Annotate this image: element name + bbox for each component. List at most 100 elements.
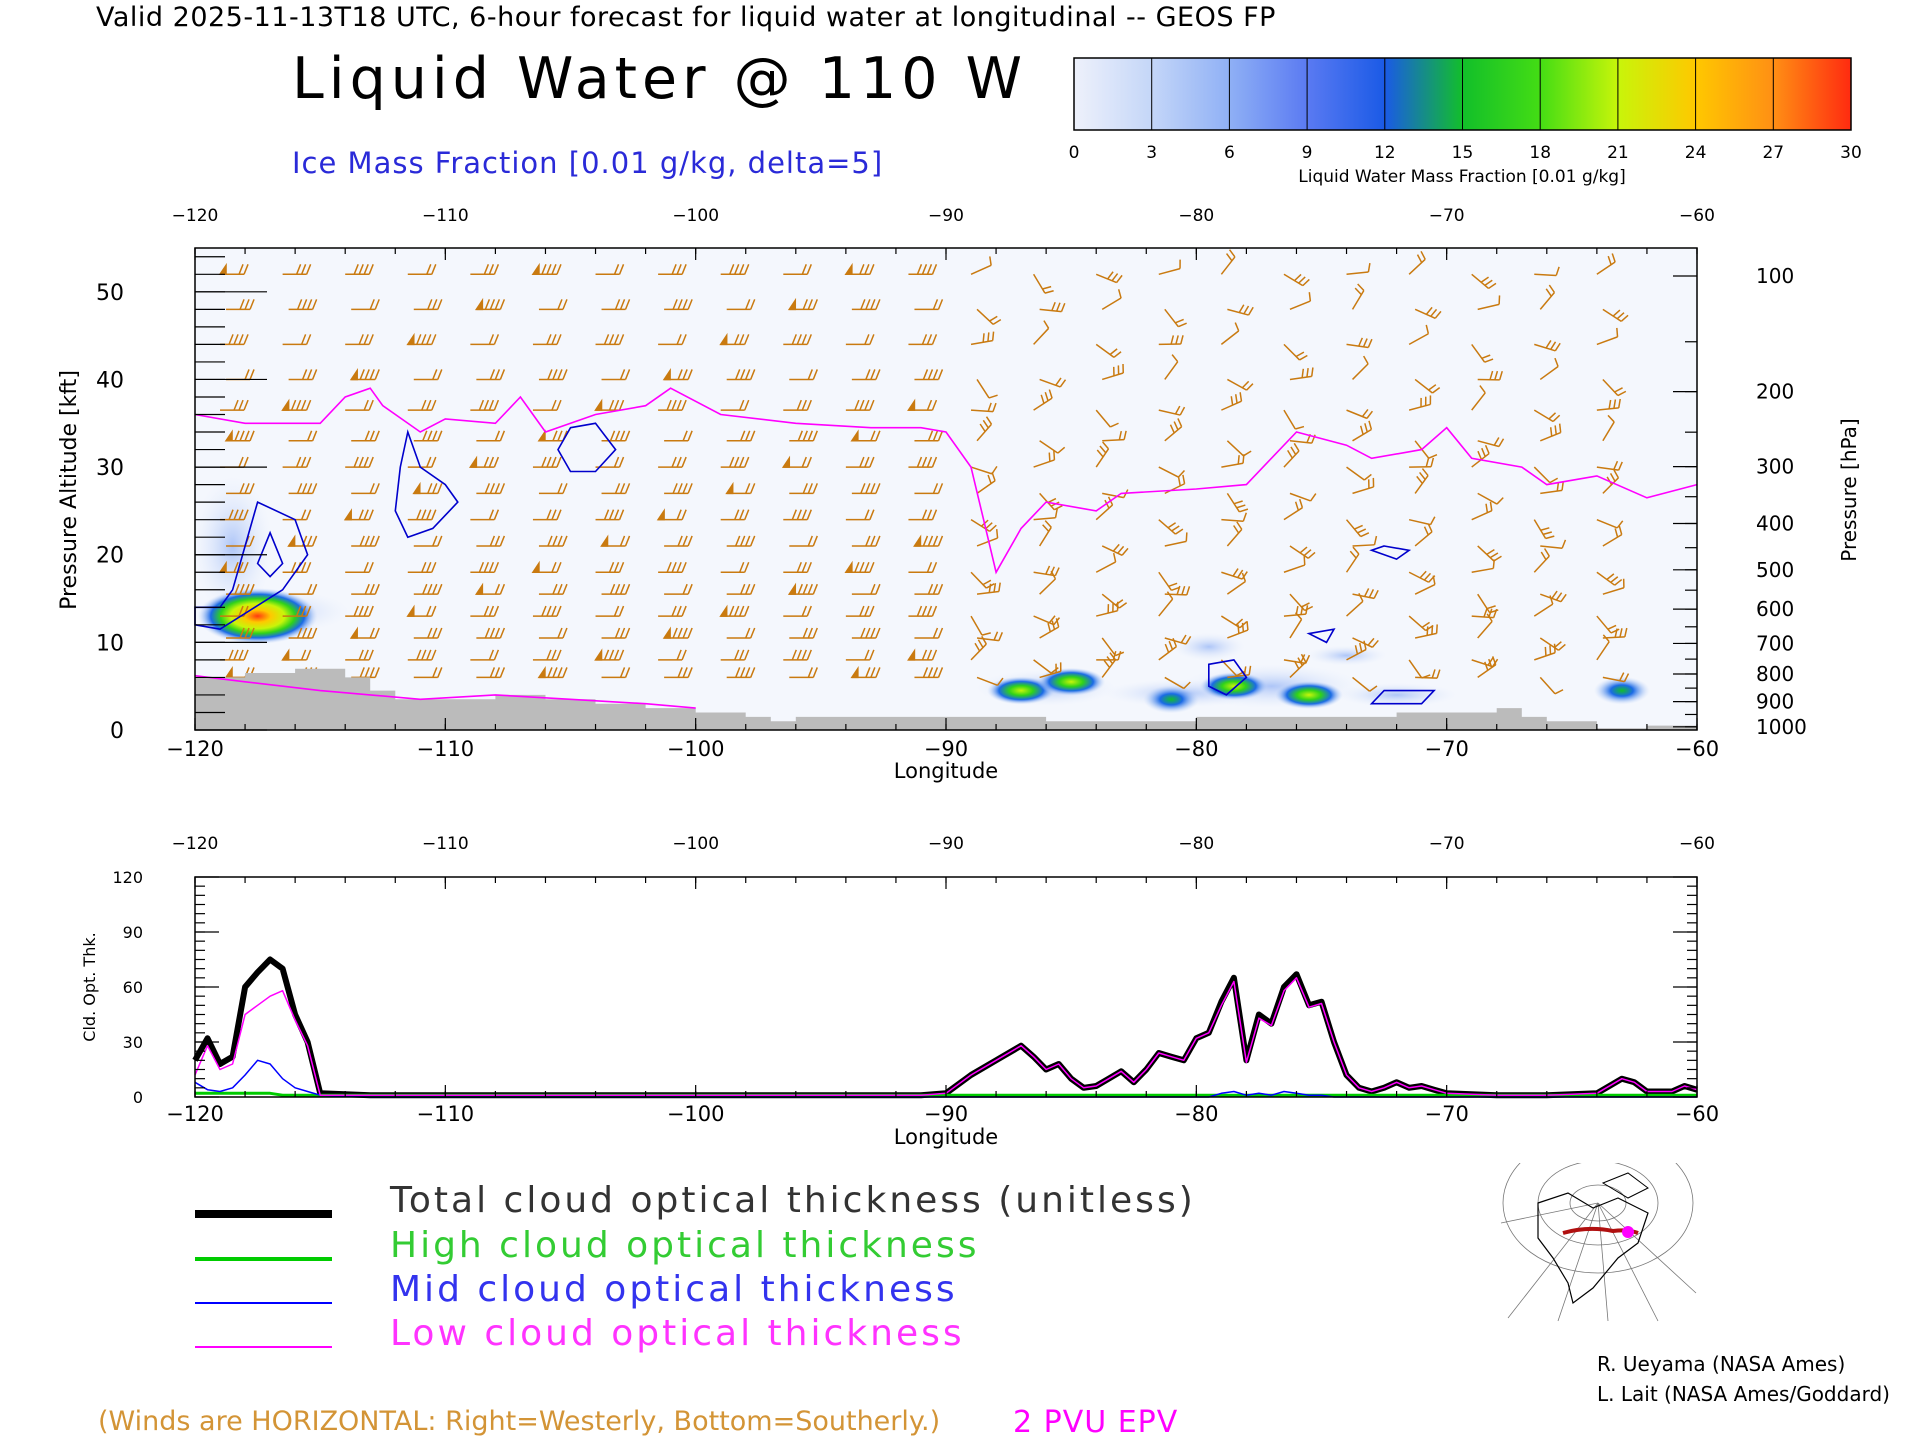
wind-barb — [407, 649, 437, 661]
wind-barb — [719, 332, 750, 346]
wind-barb — [1477, 656, 1497, 679]
location-marker — [1622, 1226, 1634, 1238]
wind-barb — [594, 648, 625, 661]
x-tick-label: −110 — [416, 737, 474, 761]
colorbar-tick-label: 12 — [1374, 143, 1396, 163]
wind-barb — [601, 667, 631, 679]
wind-barb — [1408, 250, 1426, 275]
wind-barb — [1352, 420, 1373, 442]
wind-barb — [970, 635, 987, 661]
wind-barb — [845, 456, 875, 468]
wind-barb — [789, 535, 818, 547]
x-tick-label: −80 — [1174, 737, 1218, 761]
wind-barb — [1539, 676, 1564, 695]
wind-barb — [351, 535, 380, 547]
wind-barb — [1602, 578, 1625, 595]
wind-barb — [1164, 418, 1183, 442]
wind-barb — [1033, 659, 1059, 674]
colorbar-cell — [1151, 58, 1230, 130]
wind-barb — [1033, 508, 1058, 521]
wind-barb — [1471, 343, 1494, 363]
wind-barb — [532, 399, 562, 411]
wind-barb — [664, 483, 693, 495]
x-tick-label: −60 — [1675, 737, 1719, 761]
wind-barb — [976, 416, 993, 442]
wind-barb — [1352, 637, 1379, 648]
wind-barb — [1033, 389, 1053, 411]
wind-barb — [1414, 575, 1436, 595]
wind-barb — [1352, 477, 1375, 495]
wind-barb — [845, 334, 875, 346]
ice-contour — [256, 530, 284, 578]
wind-barb — [1602, 308, 1629, 322]
wind-barb — [726, 667, 756, 679]
wind-barb — [288, 483, 318, 495]
bottom-x-top-tick-label: −80 — [1178, 834, 1214, 854]
wind-barb — [1408, 395, 1432, 411]
wind-barb — [1533, 595, 1554, 617]
legend-label-total: Total cloud optical thickness (unitless) — [390, 1180, 1196, 1221]
wind-barb — [908, 334, 938, 346]
wind-barb — [1221, 454, 1245, 468]
wind-barb — [406, 604, 437, 617]
wind-barb — [1596, 518, 1624, 529]
wind-barb — [345, 399, 374, 411]
colorbar-tick-label: 3 — [1146, 143, 1157, 163]
wind-barb — [1596, 460, 1623, 471]
wind-barb — [1158, 591, 1174, 617]
wind-barb — [220, 399, 249, 411]
wind-barb — [1540, 481, 1564, 495]
epv-low-line — [194, 674, 696, 709]
wind-barb — [1533, 409, 1561, 423]
wind-barb — [282, 264, 312, 276]
wind-barb — [850, 665, 881, 679]
wind-barb — [413, 369, 443, 381]
wind-barb — [1289, 545, 1316, 559]
wind-barb — [470, 399, 500, 411]
wind-barb — [970, 331, 995, 346]
wind-barb — [407, 509, 437, 521]
wind-barb — [1095, 271, 1123, 284]
colorbar-cell — [1229, 58, 1308, 130]
wind-barb — [1283, 409, 1305, 430]
wind-barb — [1289, 653, 1307, 678]
wind-barb — [720, 509, 750, 521]
wind-barb — [407, 561, 437, 574]
y-right-tick-label: 700 — [1756, 631, 1794, 655]
wind-barb — [970, 615, 991, 636]
wind-barb — [595, 561, 625, 574]
wind-barb — [288, 299, 318, 311]
wind-barb — [226, 299, 255, 311]
wind-barb — [601, 299, 631, 311]
y-right-tick-label: 400 — [1756, 511, 1794, 535]
wind-barb — [1409, 457, 1435, 468]
colorbar-cell — [1773, 58, 1852, 130]
bottom-x-tick-label: −60 — [1675, 1102, 1719, 1126]
wind-barb — [1039, 377, 1067, 388]
bottom-y-tick-label: 0 — [133, 1088, 143, 1107]
wind-barb — [595, 264, 625, 276]
colorbar-tick-label: 30 — [1840, 143, 1862, 163]
wind-barb — [1414, 523, 1433, 547]
wind-barb — [532, 456, 562, 468]
bottom-y-tick-label: 30 — [123, 1033, 143, 1052]
wind-barb — [1158, 466, 1186, 478]
wind-barb — [351, 483, 380, 495]
colorbar-cell — [1540, 58, 1619, 130]
wind-barb — [600, 534, 631, 547]
wind-barb — [1540, 539, 1567, 550]
wind-barb — [851, 583, 881, 595]
credit-ueyama: R. Ueyama (NASA Ames) — [1597, 1352, 1846, 1376]
wind-barb — [970, 402, 997, 413]
x-tick-label: −100 — [667, 737, 725, 761]
y-left-tick-label: 40 — [96, 368, 124, 393]
ice-contour — [1369, 689, 1436, 705]
wind-barb — [288, 369, 318, 381]
wind-barb — [413, 583, 443, 595]
bottom-x-tick-label: −120 — [166, 1102, 224, 1126]
wind-barb — [1346, 466, 1372, 481]
wind-barb — [1039, 570, 1057, 595]
ice-contour — [1306, 628, 1336, 644]
wind-barb — [726, 627, 756, 639]
wind-barb — [1602, 672, 1630, 683]
